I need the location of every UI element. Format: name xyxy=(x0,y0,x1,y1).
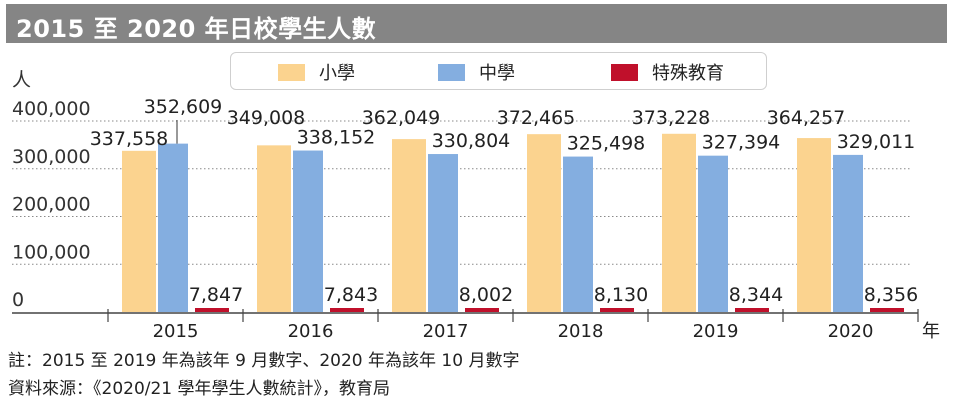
legend-item-secondary: 中學 xyxy=(438,62,515,84)
bar-secondary xyxy=(563,156,593,312)
y-tick-label: 300,000 xyxy=(12,146,91,168)
data-label-primary: 364,257 xyxy=(767,107,846,129)
bar-special xyxy=(195,308,229,312)
data-label-primary: 372,465 xyxy=(497,107,576,129)
legend-label-primary: 小學 xyxy=(319,63,355,84)
y-tick-label: 200,000 xyxy=(12,194,91,216)
data-label-secondary: 352,609 xyxy=(144,96,223,118)
x-tick-label: 2019 xyxy=(693,321,739,342)
data-label-special: 8,344 xyxy=(729,284,783,306)
bar-special xyxy=(330,308,364,312)
bar-special xyxy=(735,308,769,312)
x-tick-label: 2020 xyxy=(828,321,874,342)
bar-secondary xyxy=(698,155,728,312)
data-label-special: 8,002 xyxy=(459,284,513,306)
data-label-special: 8,130 xyxy=(594,284,648,306)
x-axis-label: 年 xyxy=(922,321,940,342)
data-label-special: 8,356 xyxy=(864,284,918,306)
bar-secondary xyxy=(833,154,863,312)
y-tick-label: 400,000 xyxy=(12,98,91,120)
bar-secondary xyxy=(158,143,188,312)
footnote: 註：2015 至 2019 年為該年 9 月數字、2020 年為該年 10 月數… xyxy=(8,351,520,371)
bar-primary xyxy=(257,145,291,312)
legend-swatch-special xyxy=(611,63,638,81)
bar-special xyxy=(870,308,904,312)
data-label-special: 7,843 xyxy=(324,284,378,306)
bar-secondary xyxy=(293,150,323,312)
data-label-secondary: 329,011 xyxy=(837,131,916,153)
legend-item-primary: 小學 xyxy=(278,62,355,84)
x-tick-label: 2017 xyxy=(423,321,469,342)
y-axis-label: 人 xyxy=(12,69,31,91)
data-label-secondary: 338,152 xyxy=(297,127,376,149)
data-label-primary: 349,008 xyxy=(227,107,306,129)
bar-primary xyxy=(392,139,426,312)
legend-swatch-primary xyxy=(278,63,305,81)
data-label-special: 7,847 xyxy=(189,284,243,306)
y-tick-label: 100,000 xyxy=(12,241,91,263)
legend-swatch-secondary xyxy=(438,63,465,81)
legend-label-special: 特殊教育 xyxy=(652,63,724,84)
source-note: 資料來源：《2020/21 學年學生人數統計》，教育局 xyxy=(8,379,391,399)
x-tick-label: 2018 xyxy=(558,321,604,342)
bar-secondary xyxy=(428,154,458,312)
bar-primary xyxy=(797,138,831,312)
bar-special xyxy=(465,308,499,312)
data-label-primary: 362,049 xyxy=(362,107,441,129)
bar-primary xyxy=(122,150,156,312)
bar-primary xyxy=(662,133,696,312)
x-tick-label: 2016 xyxy=(288,321,334,342)
legend-label-secondary: 中學 xyxy=(479,63,515,84)
data-label-secondary: 327,394 xyxy=(702,132,781,154)
bar-primary xyxy=(527,134,561,312)
chart-title: 2015 至 2020 年日校學生人數 xyxy=(16,15,377,43)
x-tick-label: 2015 xyxy=(153,321,199,342)
data-label-secondary: 325,498 xyxy=(567,133,646,155)
y-tick-label: 0 xyxy=(12,289,24,311)
title-bar: 2015 至 2020 年日校學生人數 xyxy=(6,4,947,43)
bar-special xyxy=(600,308,634,312)
legend-item-special: 特殊教育 xyxy=(611,62,724,84)
data-label-secondary: 330,804 xyxy=(432,130,511,152)
legend: 小學 中學 特殊教育 xyxy=(230,52,767,90)
data-label-primary: 337,558 xyxy=(90,128,169,150)
data-label-primary: 373,228 xyxy=(632,107,711,129)
